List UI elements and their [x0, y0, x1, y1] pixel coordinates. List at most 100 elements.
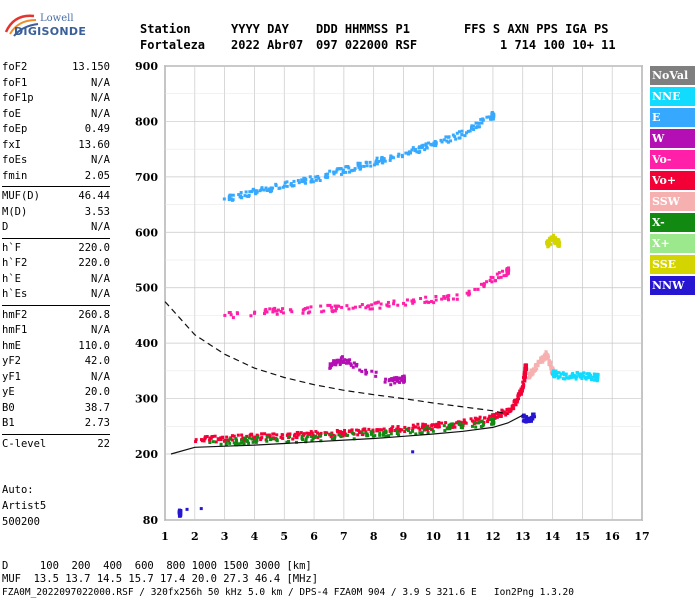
param-separator [2, 433, 110, 435]
chart-point [522, 413, 526, 417]
chart-point [496, 276, 500, 280]
param-name: foF1p [2, 92, 34, 104]
chart-point [194, 438, 198, 442]
chart-point [316, 436, 320, 440]
chart-point [512, 407, 516, 411]
chart-point [292, 179, 296, 183]
chart-point [421, 424, 425, 428]
chart-point [407, 429, 411, 433]
chart-point [276, 308, 280, 312]
chart-point [476, 287, 480, 291]
chart-point [279, 435, 283, 439]
chart-point [427, 141, 431, 145]
polarization-legend: NoVal NNE E W Vo- Vo+ SSW X- X+ SSE NNW [650, 66, 695, 297]
chart-point [400, 428, 404, 432]
chart-point [334, 359, 338, 363]
chart-point [239, 441, 243, 445]
chart-point [389, 154, 393, 158]
chart-point [240, 433, 244, 437]
auto-label: Auto: [2, 484, 34, 496]
y-tick-label: 300 [135, 393, 158, 406]
chart-point [585, 372, 589, 376]
chart-point [394, 377, 398, 381]
chart-point [319, 304, 323, 308]
chart-point [288, 435, 292, 439]
chart-point [352, 361, 356, 365]
chart-point [525, 367, 529, 371]
chart-point [390, 377, 394, 381]
chart-point [381, 433, 385, 437]
param-value: 2.05 [84, 169, 110, 182]
x-tick-label: 12 [485, 530, 500, 543]
param-value: 110.0 [78, 339, 110, 352]
legend-item: Vo- [650, 150, 695, 169]
chart-point [260, 432, 264, 436]
chart-point [328, 303, 332, 307]
param-value: N/A [91, 92, 110, 104]
chart-point [241, 440, 245, 444]
chart-point [208, 440, 212, 444]
x-tick-label: 6 [310, 530, 318, 543]
chart-point [449, 139, 453, 143]
chart-point [453, 425, 457, 429]
x-tick-label: 13 [515, 530, 530, 543]
chart-point [374, 161, 378, 165]
chart-point [253, 435, 257, 439]
chart-point [442, 295, 446, 299]
chart-point [478, 415, 482, 419]
chart-point [482, 422, 486, 426]
chart-point [325, 431, 329, 435]
chart-point [231, 316, 235, 320]
chart-point [463, 134, 467, 138]
chart-point [437, 420, 441, 424]
chart-point [219, 436, 223, 440]
logo-text-digisonde: DIGISONDE [14, 25, 87, 38]
chart-point [260, 436, 264, 440]
auto-version: 500200 [2, 516, 40, 528]
chart-point [296, 433, 300, 437]
chart-point [344, 170, 348, 174]
chart-point [398, 380, 402, 384]
chart-point [374, 370, 378, 374]
chart-point [232, 434, 236, 438]
param-name: B0 [2, 401, 15, 414]
x-tick-label: 11 [455, 530, 470, 543]
chart-point [522, 376, 526, 380]
chart-point [557, 244, 561, 248]
chart-point [520, 389, 524, 393]
chart-point [335, 168, 339, 172]
chart-point [447, 425, 451, 429]
chart-point [554, 369, 558, 373]
chart-point [248, 190, 252, 194]
chart-point [494, 279, 498, 283]
chart-point [203, 435, 207, 439]
chart-point [285, 184, 289, 188]
chart-point [274, 184, 278, 188]
chart-point [237, 193, 241, 197]
chart-point [339, 435, 343, 439]
chart-point [424, 142, 428, 146]
chart-point [360, 369, 364, 373]
chart-point [479, 425, 483, 429]
chart-point [317, 176, 321, 180]
chart-point [446, 140, 450, 144]
dashed-curve [164, 301, 508, 415]
chart-point [231, 198, 235, 202]
chart-point [408, 151, 412, 155]
chart-point [466, 129, 470, 133]
chart-point [360, 430, 364, 434]
param-name: hmF2 [2, 308, 28, 321]
header-label-station: Station [140, 22, 191, 36]
chart-point [544, 354, 548, 358]
chart-point [355, 362, 359, 366]
param-name: yE [2, 386, 15, 398]
chart-point [219, 438, 223, 442]
chart-point [316, 174, 320, 178]
chart-point [337, 360, 341, 364]
chart-point [487, 115, 491, 119]
chart-point [533, 364, 537, 368]
chart-point [245, 438, 249, 442]
chart-point [390, 429, 394, 433]
chart-point [277, 186, 281, 190]
chart-point [230, 438, 234, 442]
